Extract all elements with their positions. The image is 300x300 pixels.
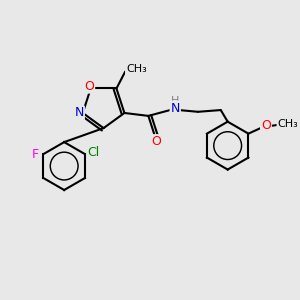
Text: CH₃: CH₃: [278, 119, 298, 129]
Text: O: O: [151, 135, 161, 148]
Text: H: H: [171, 96, 179, 106]
Text: CH₃: CH₃: [126, 64, 147, 74]
Text: O: O: [84, 80, 94, 93]
Text: N: N: [170, 101, 180, 115]
Text: Cl: Cl: [88, 146, 100, 159]
Text: F: F: [32, 148, 39, 160]
Text: N: N: [75, 106, 84, 119]
Text: O: O: [261, 119, 271, 132]
